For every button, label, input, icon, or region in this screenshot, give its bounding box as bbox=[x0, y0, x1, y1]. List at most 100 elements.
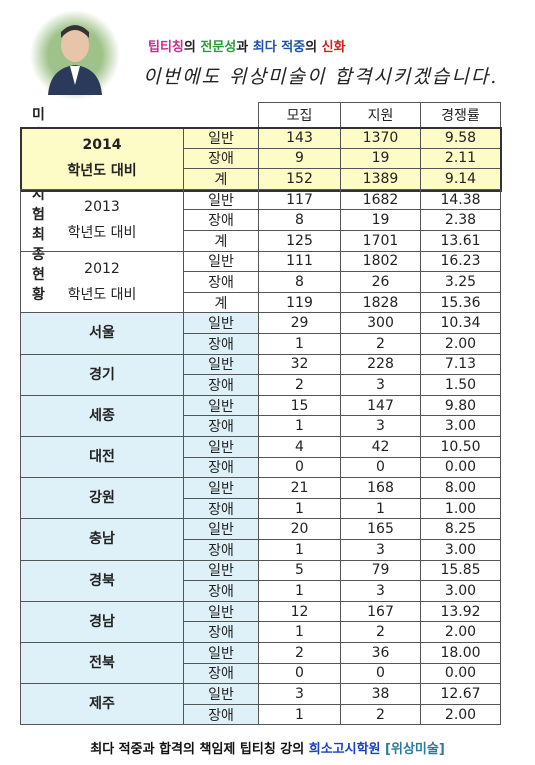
value-cell: 4 bbox=[258, 436, 341, 458]
value-cell: 8.25 bbox=[420, 518, 501, 540]
title-part: 의 bbox=[183, 40, 201, 55]
group-label-line: 대전 bbox=[89, 449, 115, 466]
value-cell: 42 bbox=[340, 436, 421, 458]
title-part: 의 bbox=[305, 40, 322, 55]
group-label: 서울 bbox=[20, 312, 184, 355]
row-type: 장애 bbox=[183, 539, 259, 561]
value-cell: 1 bbox=[258, 497, 341, 520]
value-cell: 147 bbox=[340, 394, 421, 417]
value-cell: 2.00 bbox=[420, 621, 501, 643]
portrait bbox=[30, 10, 120, 100]
value-cell: 0 bbox=[258, 662, 341, 685]
value-cell: 1828 bbox=[340, 291, 421, 314]
group-label-line: 강원 bbox=[89, 490, 115, 507]
group-label: 충남 bbox=[20, 518, 184, 561]
group-label-line: 충남 bbox=[89, 531, 115, 548]
value-cell: 2 bbox=[258, 374, 341, 396]
value-cell: 8 bbox=[258, 271, 341, 293]
group-label-line: 학년도 대비 bbox=[67, 286, 137, 303]
value-cell: 13.61 bbox=[420, 230, 501, 252]
value-cell: 125 bbox=[258, 230, 341, 252]
value-cell: 1 bbox=[258, 703, 341, 726]
footer-part: [위상미술] bbox=[380, 742, 445, 757]
value-cell: 2 bbox=[340, 333, 421, 355]
row-type: 일반 bbox=[183, 250, 259, 273]
group-label: 2014 학년도 대비 bbox=[20, 127, 184, 190]
row-type: 일반 bbox=[183, 353, 259, 376]
group-label: 전북 bbox=[20, 642, 184, 685]
group-label: 경기 bbox=[20, 353, 184, 396]
group-label: 제주 bbox=[20, 683, 184, 726]
value-cell: 3.00 bbox=[420, 539, 501, 561]
value-cell: 1 bbox=[340, 497, 421, 520]
value-cell: 2 bbox=[258, 642, 341, 664]
value-cell: 14.38 bbox=[420, 188, 501, 211]
group-label: 2012 학년도 대비 bbox=[20, 250, 184, 314]
value-cell: 2.00 bbox=[420, 703, 501, 726]
row-type: 장애 bbox=[183, 415, 259, 437]
footer: 최다 적중과 합격의 책임제 팁티칭 강의 희소고시학원 [위상미술] bbox=[0, 738, 535, 757]
header-title: 팁티칭의 전문성과 최다 적중의 신화 bbox=[148, 36, 346, 55]
group-label-line: 서울 bbox=[89, 325, 115, 342]
value-cell: 21 bbox=[258, 477, 341, 499]
highlight-border bbox=[20, 127, 502, 192]
column-header: 경쟁률 bbox=[420, 102, 501, 128]
value-cell: 16.23 bbox=[420, 250, 501, 273]
value-cell: 36 bbox=[340, 642, 421, 664]
row-type: 일반 bbox=[183, 518, 259, 540]
group-label-line: 경남 bbox=[89, 613, 115, 630]
value-cell: 9.58 bbox=[420, 127, 501, 149]
value-cell: 12 bbox=[258, 600, 341, 623]
value-cell: 38 bbox=[340, 683, 421, 705]
value-cell: 8.00 bbox=[420, 477, 501, 499]
group-label-line: 학년도 대비 bbox=[67, 225, 137, 242]
value-cell: 119 bbox=[258, 291, 341, 314]
value-cell: 3 bbox=[340, 374, 421, 396]
row-type: 일반 bbox=[183, 600, 259, 623]
value-cell: 12.67 bbox=[420, 683, 501, 705]
row-type: 계 bbox=[183, 291, 259, 314]
value-cell: 10.50 bbox=[420, 436, 501, 458]
value-cell: 18.00 bbox=[420, 642, 501, 664]
column-header: 지원 bbox=[340, 102, 421, 128]
group-label: 세종 bbox=[20, 394, 184, 437]
value-cell: 15.85 bbox=[420, 559, 501, 582]
value-cell: 20 bbox=[258, 518, 341, 540]
value-cell: 3 bbox=[340, 415, 421, 437]
value-cell: 117 bbox=[258, 188, 341, 211]
group-label-line: 2014 bbox=[82, 137, 122, 154]
title-part: 과 bbox=[236, 40, 253, 55]
row-type: 일반 bbox=[183, 436, 259, 458]
value-cell: 228 bbox=[340, 353, 421, 376]
group-label: 강원 bbox=[20, 477, 184, 520]
value-cell: 10.34 bbox=[420, 312, 501, 334]
value-cell: 29 bbox=[258, 312, 341, 334]
value-cell: 19 bbox=[340, 209, 421, 231]
value-cell: 7.13 bbox=[420, 353, 501, 376]
group-label: 경남 bbox=[20, 600, 184, 643]
row-type: 일반 bbox=[183, 642, 259, 664]
row-type: 계 bbox=[183, 230, 259, 252]
value-cell: 2.38 bbox=[420, 209, 501, 231]
value-cell: 168 bbox=[340, 477, 421, 499]
value-cell: 1.50 bbox=[420, 374, 501, 396]
row-type: 장애 bbox=[183, 271, 259, 293]
title-part: 신화 bbox=[321, 40, 346, 55]
value-cell: 152 bbox=[258, 168, 341, 190]
group-label: 대전 bbox=[20, 436, 184, 479]
row-type: 일반 bbox=[183, 683, 259, 705]
value-cell: 0.00 bbox=[420, 456, 501, 479]
row-type: 장애 bbox=[183, 147, 259, 170]
row-type: 장애 bbox=[183, 662, 259, 685]
value-cell: 3 bbox=[340, 539, 421, 561]
row-type: 장애 bbox=[183, 580, 259, 602]
value-cell: 1 bbox=[258, 333, 341, 355]
group-label-line: 세종 bbox=[89, 407, 115, 424]
value-cell: 3.00 bbox=[420, 415, 501, 437]
row-type: 일반 bbox=[183, 559, 259, 582]
value-cell: 1.00 bbox=[420, 497, 501, 520]
footer-part: 희소고시학원 bbox=[308, 742, 381, 757]
title-part: 팁티칭 bbox=[148, 40, 184, 55]
value-cell: 3 bbox=[258, 683, 341, 705]
